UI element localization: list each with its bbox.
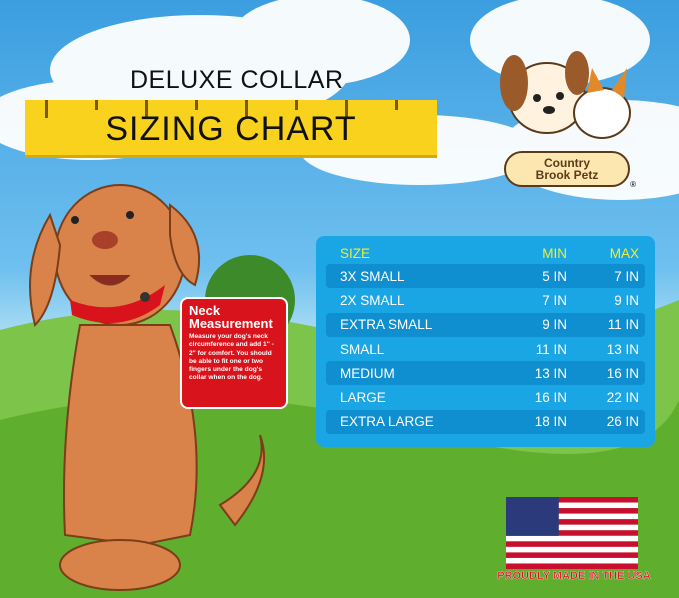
table-row: 3X SMALL 5 IN 7 IN <box>326 264 645 289</box>
min-cell: 16 IN <box>534 390 567 406</box>
dog-illustration <box>29 184 266 591</box>
callout-body: Measure your dog's neck circumference an… <box>189 333 274 382</box>
brand-logo: Country Brook Petz ® <box>492 38 642 203</box>
min-cell: 11 IN <box>535 341 567 357</box>
title-line-1: DELUXE COLLAR <box>130 66 344 94</box>
size-cell: SMALL <box>340 341 385 357</box>
title-ruler-banner: SIZING CHART <box>25 100 437 158</box>
table-row: 2X SMALL 7 IN 9 IN <box>326 288 645 312</box>
sizing-table: SIZE MIN MAX 3X SMALL 5 IN 7 IN 2X SMALL 7 I… <box>316 236 655 447</box>
min-cell: 5 IN <box>542 268 567 284</box>
max-cell: 26 IN <box>606 414 639 430</box>
max-cell: 22 IN <box>606 390 639 406</box>
logo-text-1: Country <box>544 156 590 170</box>
max-cell: 11 IN <box>607 317 639 333</box>
puppy-kitten-logo-icon <box>500 51 631 139</box>
size-cell: MEDIUM <box>340 365 395 381</box>
logo-text-2: Brook Petz <box>535 168 599 182</box>
usa-flag-icon <box>506 497 638 569</box>
header-size: SIZE <box>340 245 371 261</box>
size-cell: LARGE <box>340 390 386 406</box>
min-cell: 7 IN <box>542 292 567 308</box>
table-row: SMALL 11 IN 13 IN <box>326 337 645 361</box>
callout-heading: Neck Measurement <box>189 303 273 331</box>
table-row: MEDIUM 13 IN 16 IN <box>326 361 645 386</box>
table-header: SIZE MIN MAX <box>326 242 645 264</box>
size-cell: 3X SMALL <box>340 268 405 284</box>
table-row: LARGE 16 IN 22 IN <box>326 385 645 409</box>
table-row: EXTRA SMALL 9 IN 11 IN <box>326 312 645 337</box>
size-cell: 2X SMALL <box>340 292 405 308</box>
header-max: MAX <box>609 245 639 261</box>
title-line-2: SIZING CHART <box>105 110 357 148</box>
size-cell: EXTRA LARGE <box>340 414 434 430</box>
made-in-usa-text: PROUDLY MADE IN THE USA <box>497 570 651 582</box>
max-cell: 16 IN <box>606 365 639 381</box>
min-cell: 13 IN <box>534 365 567 381</box>
header-min: MIN <box>542 245 567 261</box>
min-cell: 18 IN <box>534 414 567 430</box>
max-cell: 7 IN <box>614 268 639 284</box>
max-cell: 13 IN <box>606 341 639 357</box>
min-cell: 9 IN <box>542 317 567 333</box>
neck-measurement-callout: Neck Measurement Measure your dog's neck… <box>180 297 288 409</box>
size-cell: EXTRA SMALL <box>340 317 433 333</box>
registered-mark: ® <box>630 180 636 189</box>
max-cell: 9 IN <box>614 292 639 308</box>
table-row: EXTRA LARGE 18 IN 26 IN <box>326 409 645 435</box>
